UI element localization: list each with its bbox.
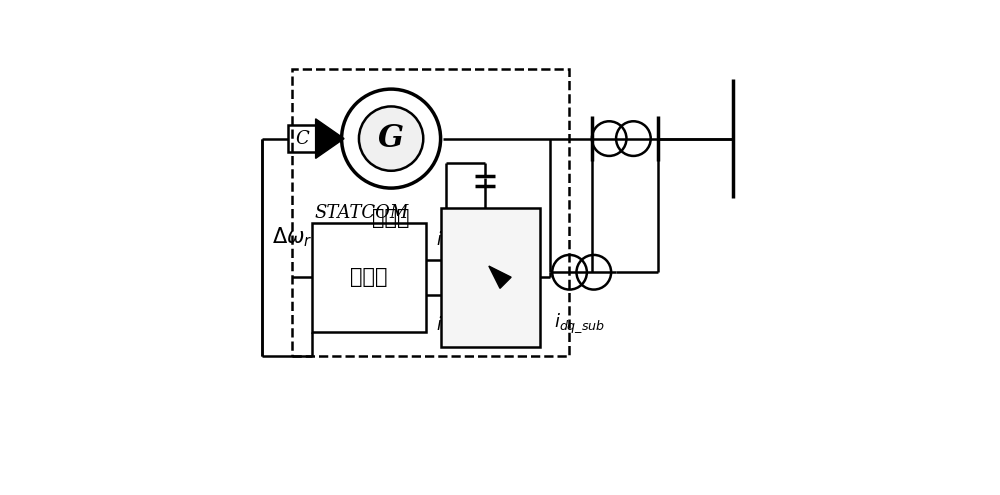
Text: $i_{dq\_sub}$: $i_{dq\_sub}$ — [554, 312, 606, 335]
Text: $\Delta\omega_r$: $\Delta\omega_r$ — [272, 226, 313, 249]
Bar — [312, 223, 426, 332]
Text: C: C — [295, 130, 309, 148]
Circle shape — [359, 106, 423, 171]
Bar — [441, 208, 540, 346]
Text: 发电机: 发电机 — [372, 208, 410, 228]
Text: $i_{qref}$: $i_{qref}$ — [436, 314, 467, 339]
Text: 控制器: 控制器 — [350, 267, 388, 287]
Text: G: G — [378, 123, 404, 154]
Bar — [288, 125, 316, 152]
Polygon shape — [316, 119, 344, 158]
Polygon shape — [489, 266, 511, 288]
Text: $i_{dref}$: $i_{dref}$ — [436, 229, 467, 250]
Text: STATCOM: STATCOM — [314, 204, 409, 222]
